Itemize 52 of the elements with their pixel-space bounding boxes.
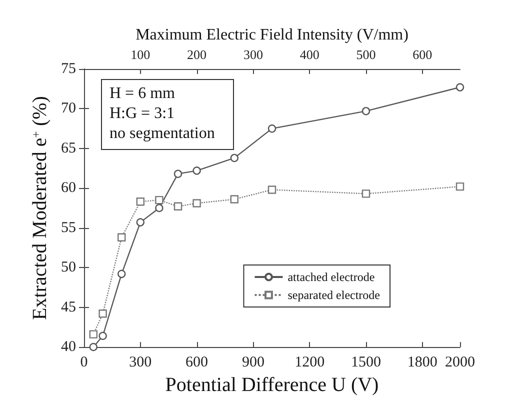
x-tick-label: 2000	[445, 354, 475, 370]
point	[155, 196, 164, 204]
point	[136, 218, 144, 226]
y-tick-label: 40	[61, 339, 76, 355]
x-tick-label: 1800	[407, 354, 438, 370]
point	[362, 190, 370, 198]
x-tick-label: 300	[129, 354, 152, 370]
annotation: no segmentation	[110, 125, 215, 142]
point	[98, 332, 107, 340]
x-axis-title: Potential Difference U (V)	[165, 374, 379, 396]
y-tick-label: 45	[61, 299, 76, 316]
y-tick-label: 55	[61, 220, 76, 236]
x-tick-label: 600	[186, 354, 208, 370]
point	[98, 310, 107, 318]
x2-tick-label: 600	[412, 47, 432, 62]
x2-axis-title: Maximum Electric Field Intensity (V/mm)	[136, 26, 408, 44]
point	[118, 233, 126, 242]
annotation: H = 6 mm	[110, 85, 176, 102]
point	[456, 83, 464, 92]
point	[89, 342, 98, 352]
x2-tick-label: 400	[300, 47, 320, 62]
point	[136, 198, 144, 206]
point	[174, 202, 182, 211]
x2-tick-label: 100	[130, 47, 150, 62]
point	[89, 330, 98, 338]
point	[456, 182, 464, 191]
y-tick-label: 60	[61, 180, 76, 196]
point	[192, 166, 201, 175]
y-tick-label: 70	[61, 100, 76, 117]
x-tick-label: 900	[242, 354, 264, 370]
point	[268, 124, 276, 133]
point	[174, 170, 182, 178]
y-tick-label: 50	[61, 260, 76, 276]
x2-tick-label: 300	[243, 47, 263, 62]
point	[230, 154, 238, 162]
y-tick-label: 65	[61, 140, 76, 156]
point	[155, 204, 164, 212]
point	[192, 199, 201, 208]
y-axis-title: Extracted Moderated e+ (%)	[29, 96, 52, 320]
x-tick-label: 0	[80, 354, 88, 370]
point	[268, 186, 276, 194]
x-tick-label: 1500	[351, 354, 381, 370]
legend-label: attached electrode	[288, 270, 375, 284]
x2-tick-label: 200	[187, 47, 207, 62]
annotation: H:G = 3:1	[110, 105, 175, 122]
y-tick-label: 75	[61, 61, 76, 77]
point	[118, 270, 126, 278]
point	[362, 107, 370, 116]
point	[230, 195, 238, 204]
x-tick-label: 1200	[294, 354, 325, 370]
legend-label: separated electrode	[288, 288, 380, 302]
x2-tick-label: 500	[356, 47, 376, 62]
